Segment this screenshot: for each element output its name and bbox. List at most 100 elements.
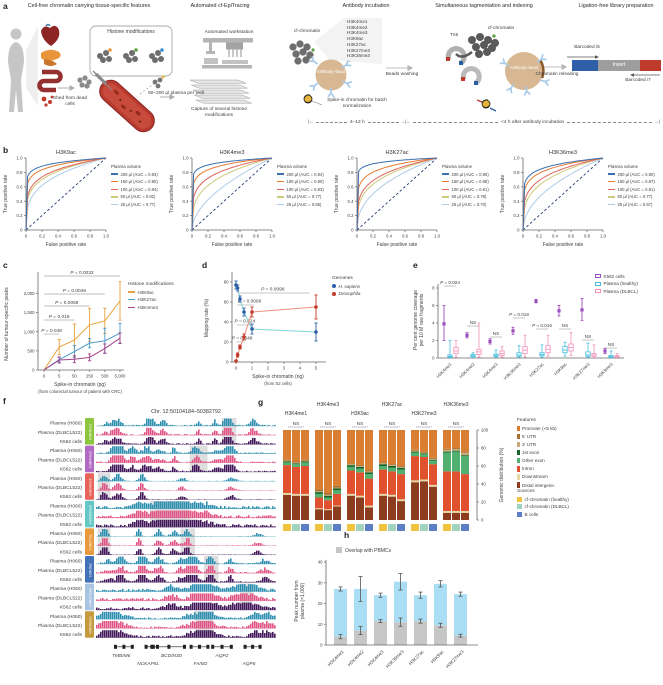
track-label: Plasma (DLBCL522) (38, 485, 82, 491)
legend-entry-label: 200 µl (AUC = 0.94) (286, 171, 324, 177)
track-H3K4me3-K562 cells (96, 492, 272, 500)
stack-seg-1st exon (388, 466, 396, 468)
y-tick: 0.4 (348, 199, 355, 204)
stack-seg-Downstream (324, 509, 332, 511)
stack-seg-3′ UTR (347, 464, 355, 466)
track-H3K36me3-Plasma (DLBCL522) (96, 510, 276, 518)
mark-color-bar (85, 500, 94, 528)
e-ylabel-2: per 10 M raw fragments (419, 293, 425, 346)
stack-seg-3′ UTR (388, 465, 396, 466)
stack-seg-Promoter (<5 kb) (420, 430, 428, 452)
legend-entry-label: 150 µl (AUC = 0.90) (286, 179, 324, 185)
track-label: K562 cells (60, 577, 83, 583)
roc-curve-50 µl (522, 157, 604, 231)
stack-seg-Distal intergenic (461, 512, 469, 520)
legend-entry-label: 200 µl (AUC = 0.90) (617, 171, 655, 177)
y-tick: 80 (481, 446, 486, 451)
stack-seg-Promoter (<5 kb) (443, 430, 451, 449)
legend-entry: K562 cells (595, 274, 638, 279)
legend-entry: 3′ UTR (517, 441, 557, 448)
data-point (242, 335, 246, 339)
roc-legend-entry: 150 µl (AUC = 0.87) (608, 179, 663, 184)
data-point (238, 297, 242, 301)
x-tick: 0.6 (568, 234, 575, 239)
stack-seg-1st exon (324, 495, 332, 498)
y-tick: 20 (224, 340, 229, 345)
stack-seg-Other exon (324, 497, 332, 501)
y-tick: 0.2 (17, 213, 24, 218)
legend-swatch (517, 474, 520, 480)
cf-chromatin-label-2: cf-chromatin (487, 26, 515, 31)
stack-seg-Downstream (397, 499, 405, 502)
legend-title: Sources (517, 489, 535, 494)
stack-seg-1st exon (301, 461, 309, 463)
roc-diagonal (356, 157, 438, 231)
h-legend-label: Overlap with PBMCs (345, 548, 392, 554)
track-H3K4me1-K562 cells (96, 437, 276, 445)
legend-entry: Drosophila (332, 291, 360, 296)
legend-swatch (517, 433, 520, 440)
roc-curve-150 µl (356, 157, 438, 231)
highlight-region (180, 528, 195, 555)
stack-seg-Downstream (356, 495, 364, 498)
tn5-icons (445, 46, 482, 86)
insert-block (598, 60, 640, 71)
tn5-label: Tn5 (449, 33, 459, 38)
x-tick: 1 (251, 366, 254, 371)
legend-line-swatch (277, 196, 284, 198)
roc-legend-entry: 150 µl (AUC = 0.88) (442, 179, 498, 184)
g-ylabel: Genomic distribution (%) (499, 447, 505, 502)
legend-line-swatch (608, 173, 615, 175)
track-label: K562 cells (60, 522, 83, 528)
legend-entry-label: 100 µl (AUC = 0.81) (451, 186, 489, 192)
roc-legend-entry: 100 µl (AUC = 0.81) (442, 187, 498, 192)
gene-exon (151, 644, 155, 649)
g-ns-label: NS (389, 421, 396, 427)
x-tick: 3 (283, 366, 286, 371)
bar-plasma-H3K36me3 (394, 581, 407, 623)
legend-line-swatch (608, 196, 615, 198)
track-label: Plasma (DLBCL522) (38, 568, 82, 574)
source-swatch-cf-chromatin (DLBCL) (420, 524, 428, 531)
mark-label: H3K27me3 (88, 588, 92, 607)
x-category: H3K36me3 (503, 361, 522, 380)
stack-seg-5′ UTR (301, 459, 309, 461)
track-label: Plasma (H060) (50, 421, 82, 427)
source-swatch-cf-chromatin (DLBCL) (452, 524, 460, 531)
track-label: Plasma (H060) (50, 531, 82, 537)
significance-label: P = 0.018 (509, 312, 529, 317)
timeline-dash (316, 122, 347, 123)
stack-seg-3′ UTR (429, 458, 437, 460)
source-swatch-cf-chromatin (healthy) (347, 524, 355, 531)
stack-seg-Downstream (452, 511, 460, 513)
histone-mark: H3K4me3 (347, 30, 368, 36)
roc-curve-25 µl (356, 157, 438, 231)
track-label: Plasma (DLBCL522) (38, 540, 82, 546)
x-tick: 0.4 (55, 234, 62, 239)
roc-title: H3K9ac (56, 150, 76, 156)
highlight-region (150, 500, 190, 528)
legend-entry-label: 25 µl (AUC = 0.77) (120, 201, 156, 207)
legend-entry-label: Downstream (522, 474, 548, 480)
stack-seg-Intron (365, 478, 373, 506)
x-tick: 0 (43, 374, 46, 379)
track-label: Plasma (H060) (50, 476, 82, 482)
y-tick: 30 (318, 580, 323, 585)
stack-seg-5′ UTR (452, 448, 460, 449)
legend-entry: Intron (517, 466, 557, 472)
bar-overlap-H3K36me3 (394, 622, 407, 645)
x-category: H3K4me3 (481, 361, 499, 379)
legend-entry-label: 150 µl (AUC = 0.87) (617, 179, 655, 185)
timeline-dash (567, 122, 652, 123)
roc-curve-200 µl (522, 157, 604, 231)
c-xlabel-sub: (from colorectal tumour of patient with … (38, 389, 122, 394)
track-label: K562 cells (60, 494, 83, 500)
spike-in-label: Spike-in chromatin for batch normalizati… (327, 98, 387, 109)
legend-entry-label: Distal intergenic (522, 482, 555, 488)
y-tick: 1.0 (183, 156, 190, 161)
x-tick: 1.0 (269, 234, 276, 239)
flow-arrows (58, 63, 568, 101)
y-tick: 20 (318, 601, 323, 606)
roc-legend-title: Plasma volume (608, 164, 639, 169)
g-group-title: H3K36me3 (443, 402, 468, 408)
